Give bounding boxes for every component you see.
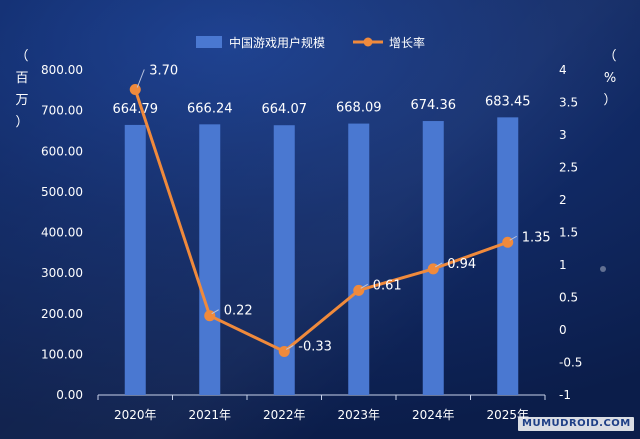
y-left-axis-title-char: ） [15, 115, 28, 130]
growth-rate-leader [509, 235, 517, 241]
bar-value-label: 664.79 [113, 102, 159, 117]
x-tick-label: 2021年 [188, 408, 231, 422]
y-right-tick-label: -1 [559, 388, 571, 402]
y-left-tick-label: 500.00 [41, 185, 83, 199]
y-right-tick-label: 0.5 [559, 291, 578, 305]
growth-rate-label: 0.22 [224, 304, 253, 319]
y-left-tick-label: 600.00 [41, 144, 83, 158]
growth-rate-point [353, 284, 365, 296]
growth-rate-label: -0.33 [298, 339, 332, 354]
bar [199, 124, 221, 395]
y-right-axis-title-char: （ [603, 49, 616, 64]
y-right-tick-label: 0 [559, 323, 567, 337]
y-left-tick-label: 200.00 [41, 307, 83, 321]
bar [348, 123, 370, 395]
y-left-axis-title-char: 百 [15, 71, 28, 86]
growth-rate-point [129, 84, 141, 95]
growth-rate-label: 1.35 [522, 230, 551, 245]
x-tick-label: 2023年 [337, 408, 380, 422]
legend-line-marker [363, 37, 373, 47]
y-right-tick-label: 2.5 [559, 161, 578, 175]
legend-bar-swatch [196, 36, 222, 48]
growth-rate-point [502, 236, 514, 248]
bar-value-label: 668.09 [336, 101, 382, 116]
growth-rate-label: 3.70 [149, 64, 178, 79]
watermark: MUMUDROID.COM [518, 417, 634, 431]
bar [124, 124, 146, 395]
y-left-tick-label: 0.00 [56, 388, 83, 402]
growth-rate-leader [211, 309, 219, 315]
y-right-axis-title-char: ） [603, 93, 616, 108]
y-left-tick-label: 400.00 [41, 226, 83, 240]
bar-value-label: 666.24 [187, 101, 233, 116]
bar [497, 117, 519, 395]
growth-rate-label: 0.94 [447, 257, 476, 272]
y-right-tick-label: 1.5 [559, 226, 578, 240]
x-tick-label: 2024年 [412, 408, 455, 422]
bar [273, 125, 295, 396]
bar [422, 121, 444, 395]
y-left-tick-label: 700.00 [41, 104, 83, 118]
y-right-tick-label: 4 [559, 63, 567, 77]
growth-rate-leader [435, 262, 443, 268]
growth-rate-leader [360, 283, 368, 289]
growth-rate-point [427, 263, 439, 275]
growth-rate-leader [136, 69, 145, 88]
y-left-tick-label: 300.00 [41, 266, 83, 280]
y-left-axis-title-char: 万 [15, 93, 28, 108]
growth-rate-label: 0.61 [373, 278, 402, 293]
y-right-tick-label: 3 [559, 128, 567, 142]
y-right-tick-label: 1 [559, 258, 567, 272]
growth-rate-point [204, 310, 216, 322]
legend-bar-label: 中国游戏用户规模 [229, 35, 325, 50]
legend-line-label: 增长率 [389, 35, 425, 50]
bar-value-label: 683.45 [485, 94, 531, 109]
y-right-tick-label: -0.5 [559, 356, 582, 370]
y-left-tick-label: 800.00 [41, 63, 83, 77]
y-right-tick-label: 2 [559, 193, 567, 207]
x-tick-label: 2022年 [263, 408, 306, 422]
y-left-tick-label: 100.00 [41, 347, 83, 361]
growth-rate-leader [286, 345, 294, 350]
bar-value-label: 664.07 [262, 102, 308, 117]
growth-rate-point [278, 345, 290, 357]
y-left-axis-title-char: （ [15, 49, 28, 64]
x-tick-label: 2020年 [114, 408, 157, 422]
decorative-dot [600, 266, 606, 272]
bar-value-label: 674.36 [411, 98, 457, 113]
growth-rate-line [133, 89, 509, 353]
y-right-axis-title-char: % [604, 71, 616, 86]
y-right-tick-label: 3.5 [559, 96, 578, 110]
